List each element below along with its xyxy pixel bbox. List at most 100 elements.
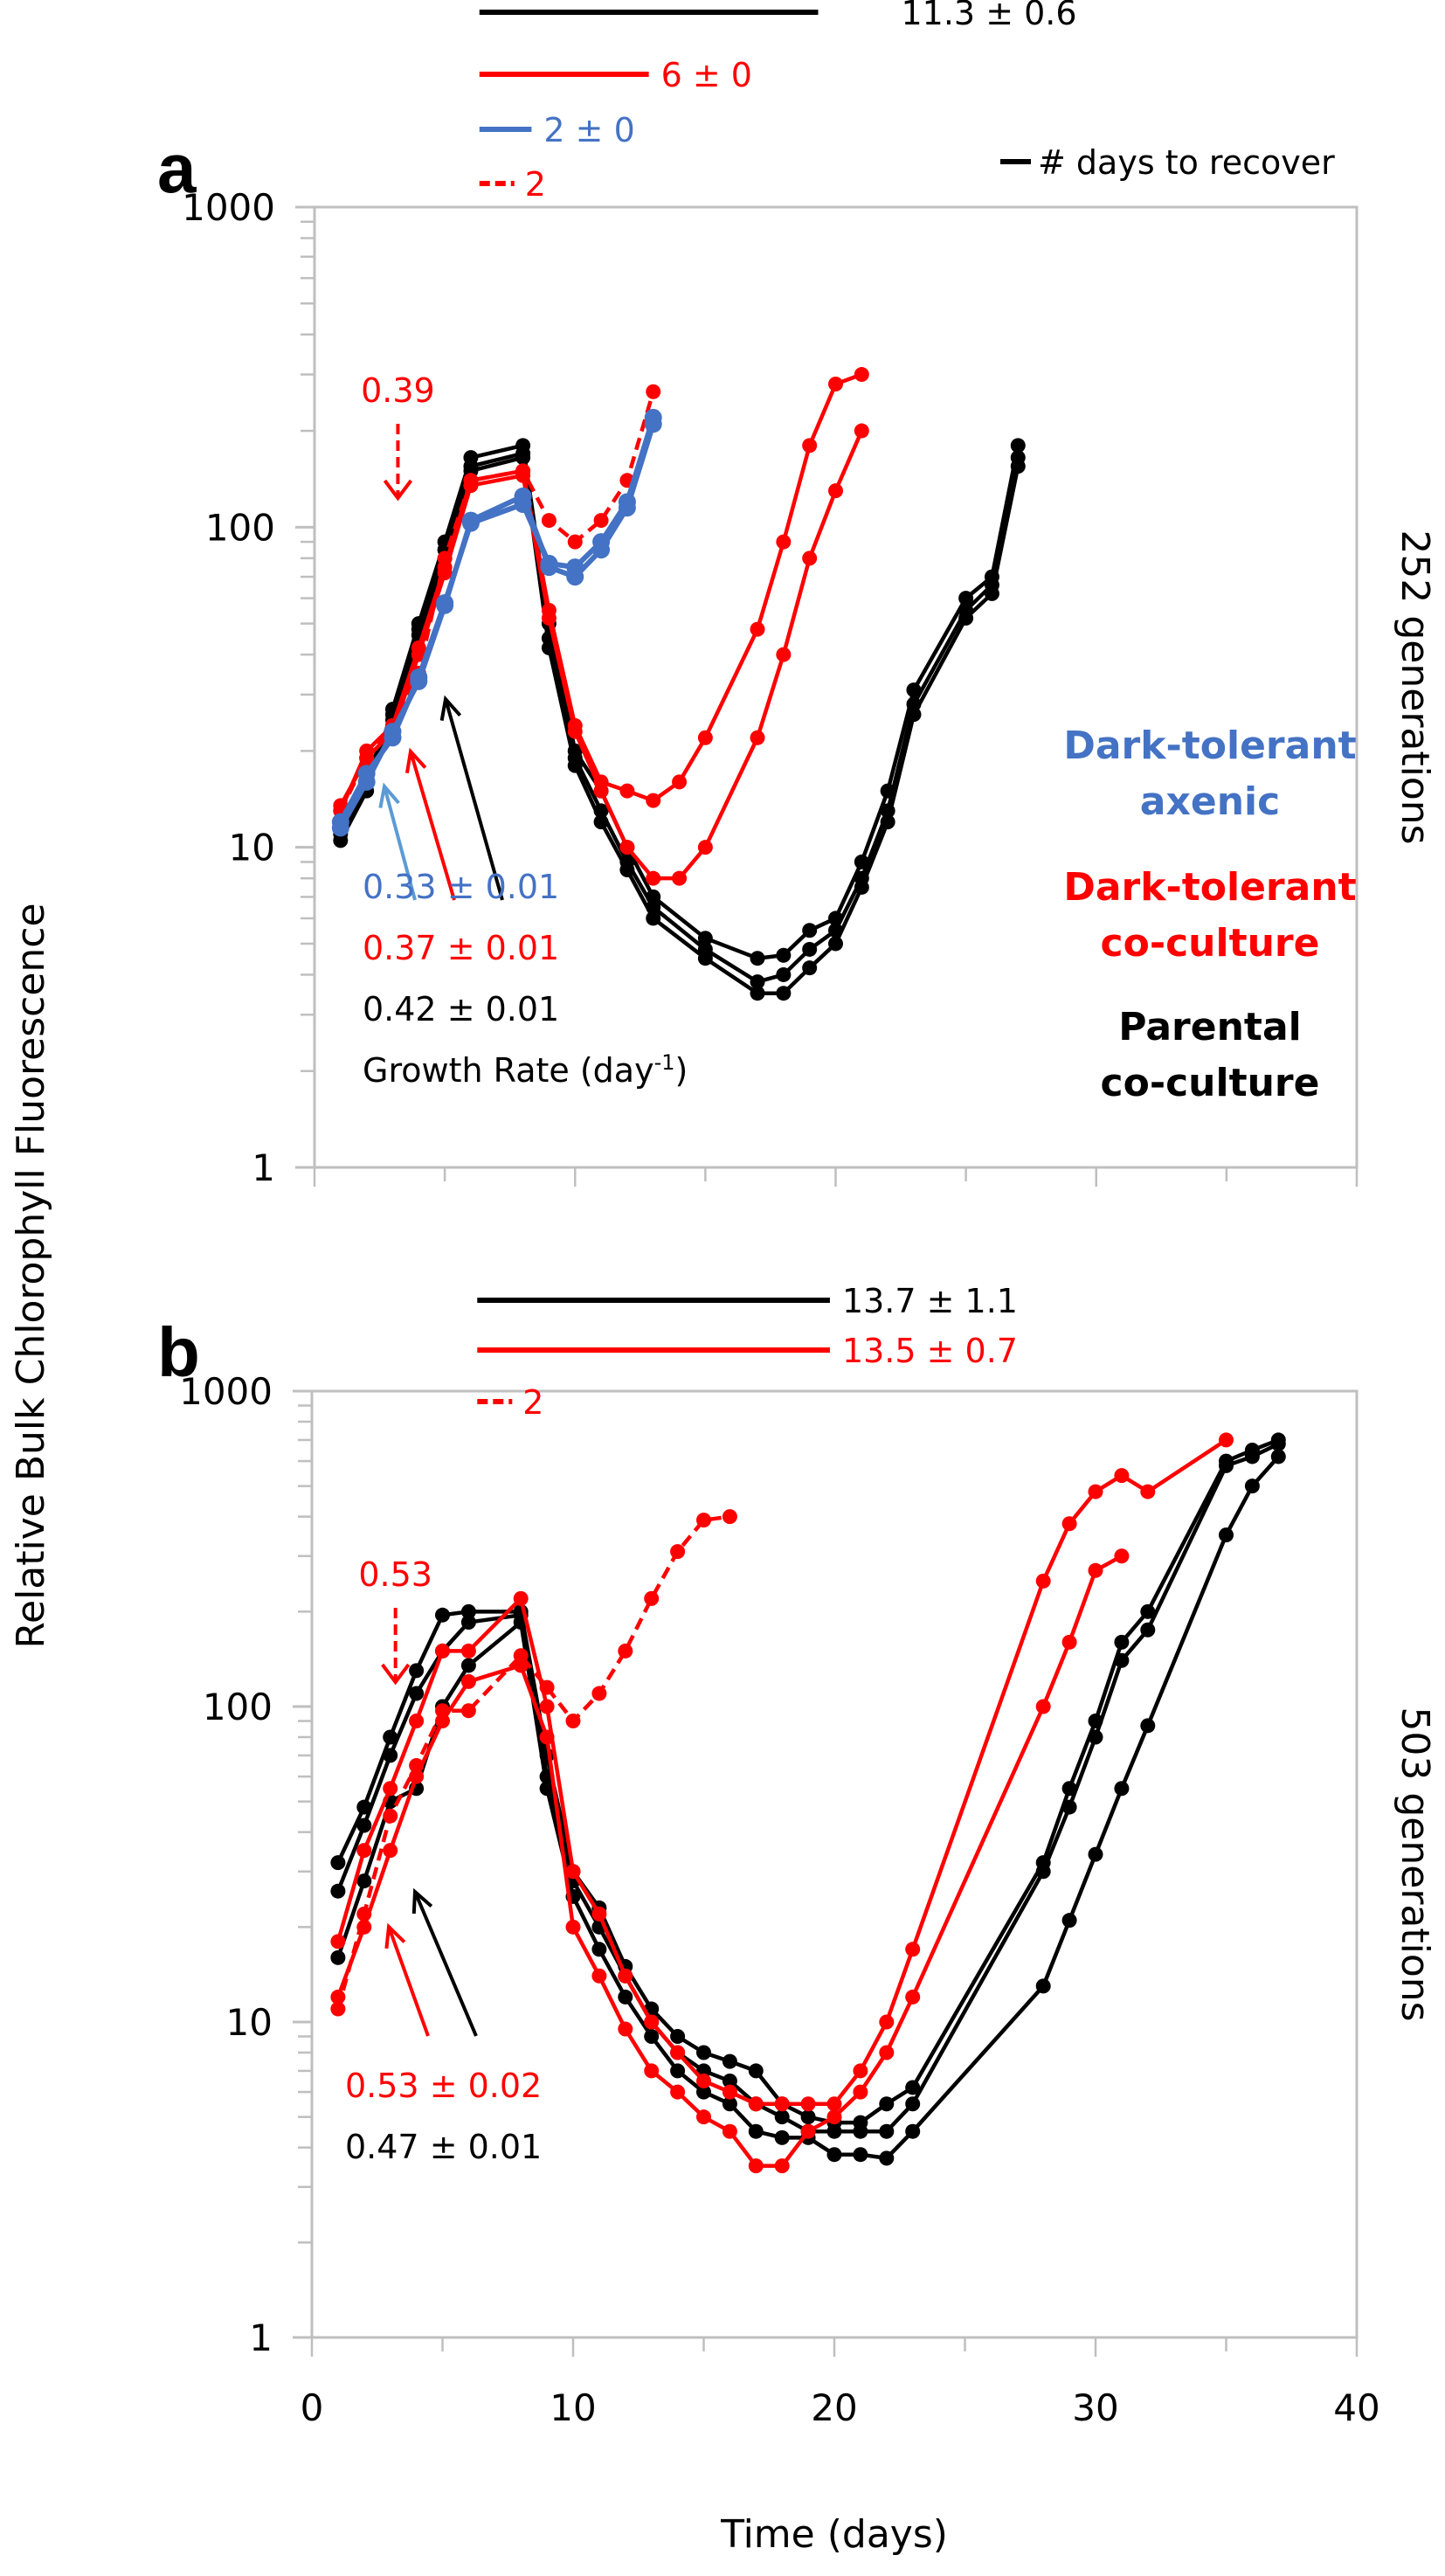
data-point — [565, 1714, 581, 1729]
data-point — [565, 1919, 581, 1935]
legend-label: co-culture — [1101, 1061, 1320, 1105]
data-point — [644, 2014, 660, 2030]
data-point — [460, 1603, 476, 1619]
data-point — [905, 2123, 921, 2139]
data-point — [670, 2063, 686, 2079]
data-point — [619, 840, 635, 855]
legend-label: Parental — [1118, 1005, 1301, 1049]
data-point — [854, 423, 869, 439]
data-point — [722, 2053, 737, 2069]
arrow-head-icon — [378, 782, 400, 808]
data-point — [905, 1989, 921, 2005]
series-parental-co-culture-1 — [330, 1432, 1286, 2130]
data-point — [853, 2084, 868, 2100]
data-point — [514, 487, 532, 505]
data-point — [644, 1590, 660, 1606]
data-point — [383, 1748, 398, 1763]
plot-frame — [310, 1389, 1359, 2339]
x-tick-label: 20 — [811, 2386, 857, 2429]
data-point — [539, 1679, 555, 1695]
data-point — [541, 610, 557, 626]
data-point — [853, 2063, 868, 2079]
growth-rate-dashed-label: 0.53 — [358, 1555, 432, 1594]
data-point — [435, 1643, 450, 1658]
data-point — [672, 774, 688, 790]
data-point — [593, 783, 609, 799]
data-point — [906, 707, 922, 723]
data-point — [697, 931, 713, 946]
data-point — [618, 1989, 633, 2005]
data-point — [774, 2129, 790, 2145]
growth-rate-arrow-icon — [409, 751, 456, 901]
data-point — [748, 2063, 764, 2079]
recovery-label: 6 ± 0 — [661, 56, 752, 94]
data-point — [644, 415, 662, 433]
series-dark-tolerant-axenic-1 — [331, 408, 662, 831]
data-point — [1035, 1978, 1051, 1994]
data-point — [750, 730, 765, 745]
data-point — [567, 758, 583, 773]
x-axis-title: Time (days) — [720, 2512, 948, 2557]
data-point — [409, 1714, 425, 1729]
data-point — [750, 986, 765, 1001]
data-point — [539, 1729, 555, 1745]
arrow-head-icon — [383, 479, 413, 502]
data-point — [958, 591, 974, 606]
data-point — [383, 1729, 398, 1745]
data-point — [460, 1643, 476, 1658]
data-point — [802, 941, 818, 957]
data-point — [539, 1781, 555, 1797]
data-point — [567, 724, 583, 739]
data-point — [697, 730, 713, 745]
growth-rate-arrow-icon — [413, 1891, 478, 2037]
series-dark-tolerant-axenic-2 — [331, 415, 662, 837]
recovery-label: 2 — [525, 165, 546, 204]
data-point — [567, 534, 583, 550]
recovery-label: 2 ± 0 — [543, 111, 634, 149]
y-tick-label: 1000 — [179, 1370, 273, 1413]
data-point — [644, 2029, 660, 2045]
data-point — [826, 2123, 842, 2139]
growth-rate-label: Growth Rate (day-1) — [363, 1050, 688, 1090]
data-point — [800, 2096, 816, 2112]
data-point — [618, 1643, 633, 1658]
data-point — [591, 1968, 607, 1984]
data-point — [330, 1949, 346, 1965]
data-point — [436, 596, 454, 614]
recovery-label: 13.5 ± 0.7 — [842, 1332, 1018, 1370]
arrow-head-icon — [411, 1887, 433, 1915]
data-point — [384, 723, 402, 741]
data-point — [905, 1942, 921, 1957]
data-point — [826, 2109, 842, 2125]
y-tick-label: 10 — [226, 2001, 273, 2044]
growth-rate-dashed-label: 0.39 — [361, 371, 435, 410]
growth-rate-arrow-icon — [444, 698, 504, 901]
data-point — [463, 473, 479, 488]
y-tick-label: 1 — [249, 2316, 273, 2359]
data-point — [802, 551, 818, 566]
recovery-label: 13.7 ± 1.1 — [842, 1282, 1018, 1320]
data-point — [619, 862, 635, 878]
data-point — [854, 879, 869, 895]
series-line — [335, 1442, 1280, 2134]
data-point — [1088, 1846, 1103, 1862]
data-point — [1061, 1516, 1077, 1532]
data-point — [802, 923, 818, 938]
y-tick-label: 1000 — [182, 186, 275, 229]
data-point — [750, 951, 765, 966]
legend-label: Dark-tolerant — [1063, 724, 1356, 768]
legend-label: axenic — [1140, 779, 1280, 824]
data-point — [800, 2123, 816, 2139]
data-point — [750, 974, 765, 990]
data-point — [748, 2123, 764, 2139]
data-point — [905, 2080, 921, 2095]
x-tick-label: 40 — [1333, 2386, 1379, 2429]
data-point — [826, 2096, 842, 2112]
data-point — [592, 541, 611, 559]
data-point — [515, 463, 531, 479]
legend-label: co-culture — [1101, 921, 1320, 966]
data-point — [826, 2147, 842, 2163]
growth-rate-label: 0.42 ± 0.01 — [363, 990, 559, 1028]
y-tick-label: 100 — [203, 1686, 273, 1728]
data-point — [670, 2029, 686, 2045]
